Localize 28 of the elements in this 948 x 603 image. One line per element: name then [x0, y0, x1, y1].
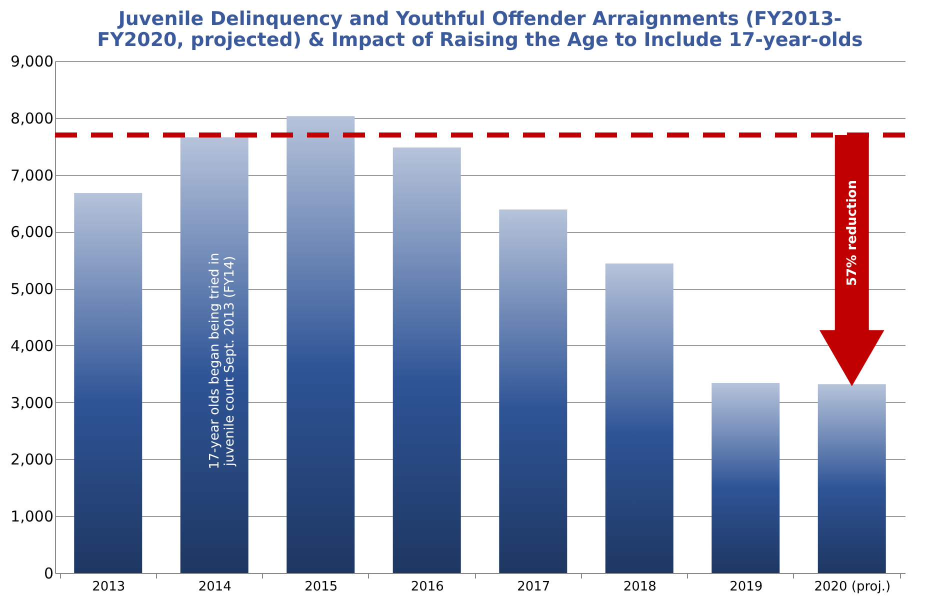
x-tick-label: 2017: [517, 580, 550, 594]
y-tick-label: 2,000: [10, 450, 54, 469]
y-tick-label: 1,000: [10, 508, 54, 526]
x-tick-label: 2016: [410, 580, 444, 594]
x-tick-label: 2020 (proj.): [814, 580, 891, 594]
x-tick-label: 2018: [623, 580, 656, 594]
bar: [712, 382, 780, 573]
bar: [392, 147, 461, 573]
y-tick-label: 4,000: [10, 336, 54, 355]
x-tick-label: 2015: [304, 580, 338, 594]
x-tick-label: 2013: [92, 580, 126, 594]
bar: [605, 264, 674, 573]
x-tick-label: 2014: [198, 580, 232, 594]
annotation: 17-year olds began being tried in juvenile court Sept. 2013 (FY14): [207, 252, 238, 470]
bar: [180, 137, 248, 573]
y-tick-label: 8,000: [10, 109, 54, 128]
chart-title: Juvenile Delinquency and Youthful Offender Arraignments (FY2013- FY2020, projected) & Impact of Raising the Age to Include 17-year-olds: [97, 8, 863, 51]
y-tick-label: 5,000: [10, 280, 54, 298]
y-tick-label: 0: [44, 564, 54, 582]
bar: [286, 116, 355, 573]
y-tick-label: 7,000: [10, 166, 54, 184]
y-tick-label: 6,000: [10, 223, 54, 242]
bar: [499, 209, 568, 573]
annotation: 57% reduction: [844, 180, 860, 286]
bar: [74, 192, 142, 573]
y-tick-label: 3,000: [10, 394, 54, 412]
y-tick-label: 9,000: [10, 52, 54, 70]
x-tick-label: 2019: [730, 580, 763, 594]
